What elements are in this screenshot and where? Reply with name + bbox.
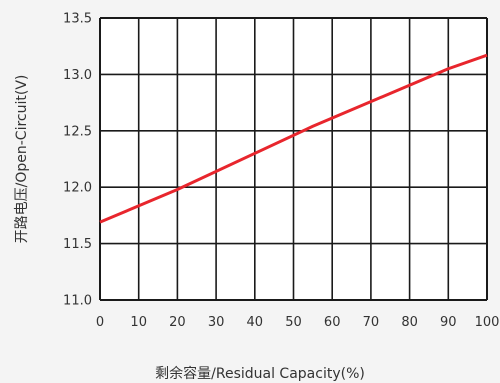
x-tick-labels: 0 10 20 30 40 50 60 70 80 90 100 [96,315,500,330]
x-tick-label: 20 [169,315,186,330]
x-tick-label: 30 [208,315,225,330]
y-tick-label: 12.5 [63,124,92,139]
x-tick-label: 70 [363,315,380,330]
x-tick-label: 80 [401,315,418,330]
x-axis-title: 剩余容量/Residual Capacity(%) [155,365,365,382]
y-tick-labels: 11.0 11.5 12.0 12.5 13.0 13.5 [63,12,92,309]
y-axis-title: 开路电压/Open-Circuit(V) [14,75,30,244]
grid-lines [99,17,488,301]
x-tick-label: 40 [247,315,264,330]
series-lines [99,53,488,224]
series-line-0 [99,53,488,224]
x-tick-label: 100 [475,315,500,330]
y-tick-label: 13.0 [63,68,92,83]
y-tick-label: 11.5 [63,237,92,252]
x-tick-label: 0 [96,315,104,330]
y-tick-label: 11.0 [63,294,92,309]
x-tick-label: 60 [324,315,341,330]
x-tick-label: 10 [130,315,147,330]
y-tick-label: 12.0 [63,181,92,196]
x-tick-label: 50 [285,315,302,330]
x-tick-label: 90 [440,315,457,330]
y-tick-label: 13.5 [63,12,92,27]
